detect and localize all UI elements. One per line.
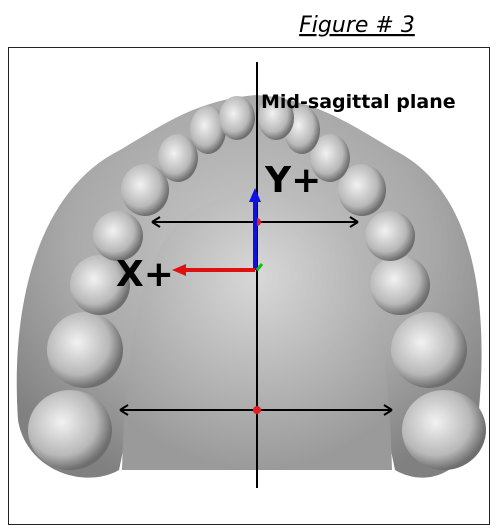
caption: Figure # 3: [299, 13, 415, 38]
frame: [8, 47, 490, 525]
y-axis-label: Y+: [264, 160, 321, 201]
dental-cast: [16, 95, 486, 478]
point: [253, 406, 261, 414]
axes-gizmo: [172, 188, 264, 276]
plane-label: Mid-sagittal plane: [261, 91, 456, 113]
x-axis-label: X+: [116, 254, 174, 295]
